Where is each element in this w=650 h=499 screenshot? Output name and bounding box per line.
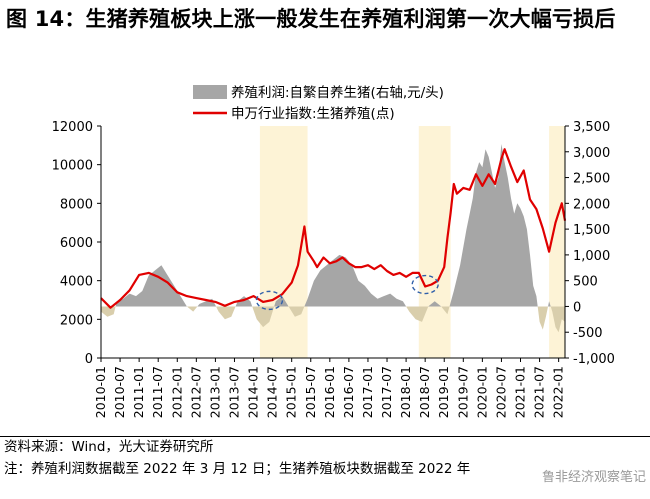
right-tick-label: 0 bbox=[573, 300, 581, 315]
x-tick-label: 2020-01 bbox=[474, 366, 489, 418]
x-tick-label: 2020-07 bbox=[493, 366, 508, 418]
x-tick-label: 2010-01 bbox=[93, 366, 108, 418]
right-tick-label: 3,000 bbox=[573, 146, 610, 161]
x-tick-label: 2014-07 bbox=[265, 366, 280, 418]
legend-label-index: 申万行业指数:生猪养殖(点) bbox=[231, 105, 395, 122]
notes: 资料来源：Wind，光大证券研究所 注：养殖利润数据截至 2022 年 3 月 … bbox=[4, 436, 644, 480]
x-tick-label: 2019-07 bbox=[455, 366, 470, 418]
legend-swatch-profit bbox=[193, 85, 227, 99]
x-tick-label: 2011-01 bbox=[131, 366, 146, 418]
x-tick-label: 2015-01 bbox=[284, 366, 299, 418]
left-tick-label: 2000 bbox=[60, 313, 93, 328]
x-tick-label: 2018-07 bbox=[417, 366, 432, 418]
profit-area-positive bbox=[101, 144, 565, 307]
right-tick-label: 1,500 bbox=[573, 223, 610, 238]
x-tick-label: 2022-01 bbox=[551, 366, 566, 418]
chart-svg: 0 2000 4000 6000 8000 10000 12000 -1,000 -500 0 50… bbox=[52, 84, 615, 418]
right-tick-label: -500 bbox=[573, 326, 603, 341]
x-tick-label: 2018-01 bbox=[398, 366, 413, 418]
note-text: 注：养殖利润数据截至 2022 年 3 月 12 日；生猪养殖板块数据截至 20… bbox=[4, 461, 471, 477]
x-tick-label: 2016-01 bbox=[322, 366, 337, 418]
left-tick-label: 10000 bbox=[52, 159, 93, 174]
x-tick-label: 2017-07 bbox=[379, 366, 394, 418]
watermark: 鲁非经济观察笔记 bbox=[541, 470, 646, 485]
right-tick-label: 2,500 bbox=[573, 172, 610, 187]
x-tick-label: 2010-07 bbox=[112, 366, 127, 418]
left-tick-label: 4000 bbox=[60, 275, 93, 290]
source-text: 资料来源：Wind，光大证券研究所 bbox=[4, 439, 214, 455]
x-tick-label: 2019-01 bbox=[436, 366, 451, 418]
x-tick-label: 2012-01 bbox=[169, 366, 184, 418]
right-tick-label: 500 bbox=[573, 275, 598, 290]
x-tick-label: 2013-07 bbox=[226, 366, 241, 418]
x-tick-label: 2021-01 bbox=[513, 366, 528, 418]
x-tick-label: 2016-07 bbox=[341, 366, 356, 418]
x-tick-label: 2017-01 bbox=[360, 366, 375, 418]
x-tick-label: 2015-07 bbox=[303, 366, 318, 418]
x-tick-label: 2013-01 bbox=[207, 366, 222, 418]
legend-label-profit: 养殖利润:自繁自养生猪(右轴,元/头) bbox=[231, 84, 444, 101]
x-tick-label: 2012-07 bbox=[188, 366, 203, 418]
right-tick-label: 3,500 bbox=[573, 120, 610, 135]
left-tick-label: 0 bbox=[85, 352, 93, 367]
right-tick-label: 1,000 bbox=[573, 249, 610, 264]
figure-title: 图 14：生猪养殖板块上涨一般发生在养殖利润第一次大幅亏损后 bbox=[6, 7, 616, 31]
left-tick-label: 12000 bbox=[52, 120, 93, 135]
x-tick-label: 2011-07 bbox=[150, 366, 165, 418]
left-tick-label: 8000 bbox=[60, 197, 93, 212]
index-line bbox=[100, 148, 567, 309]
chart-area: 0 2000 4000 6000 8000 10000 12000 -1,000 -500 0 50… bbox=[0, 74, 650, 436]
footer-rule bbox=[0, 436, 650, 437]
x-tick-label: 2021-07 bbox=[532, 366, 547, 418]
shaded-period-2 bbox=[418, 126, 451, 358]
right-tick-label: -1,000 bbox=[573, 352, 615, 367]
shaded-period-3 bbox=[549, 126, 565, 358]
right-tick-label: 2,000 bbox=[573, 197, 610, 212]
left-tick-label: 6000 bbox=[60, 236, 93, 251]
x-tick-label: 2014-01 bbox=[246, 366, 261, 418]
